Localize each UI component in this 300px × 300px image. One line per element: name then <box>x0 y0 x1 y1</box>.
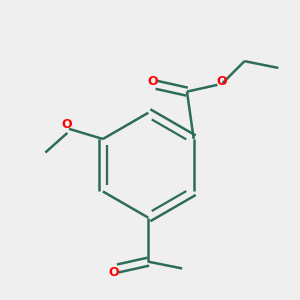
Text: O: O <box>108 266 119 279</box>
Text: O: O <box>216 75 227 88</box>
Text: O: O <box>147 75 158 88</box>
Text: O: O <box>61 118 72 131</box>
